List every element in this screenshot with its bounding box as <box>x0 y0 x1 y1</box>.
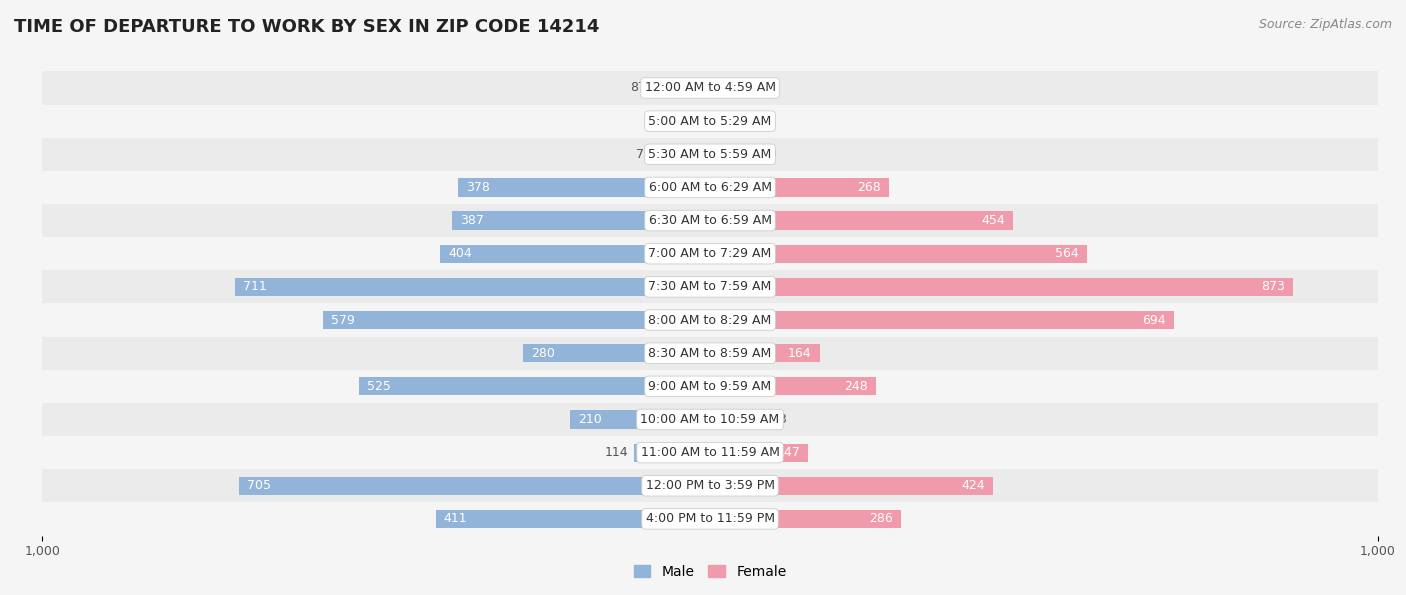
Bar <box>710 79 716 97</box>
Text: 525: 525 <box>367 380 391 393</box>
Bar <box>0 337 1406 369</box>
Text: 12:00 AM to 4:59 AM: 12:00 AM to 4:59 AM <box>644 82 776 95</box>
Text: 8:00 AM to 8:29 AM: 8:00 AM to 8:29 AM <box>648 314 772 327</box>
Bar <box>0 71 1406 105</box>
Bar <box>657 145 710 164</box>
Text: 454: 454 <box>981 214 1005 227</box>
Bar <box>693 112 710 130</box>
Text: 378: 378 <box>465 181 489 194</box>
Text: 4:00 PM to 11:59 PM: 4:00 PM to 11:59 PM <box>645 512 775 525</box>
Text: 268: 268 <box>858 181 882 194</box>
Bar <box>360 377 710 396</box>
Text: 9: 9 <box>721 82 730 95</box>
Bar <box>0 469 1406 502</box>
Bar <box>634 443 710 462</box>
Text: 411: 411 <box>443 512 467 525</box>
Text: TIME OF DEPARTURE TO WORK BY SEX IN ZIP CODE 14214: TIME OF DEPARTURE TO WORK BY SEX IN ZIP … <box>14 18 599 36</box>
Text: 873: 873 <box>1261 280 1285 293</box>
Bar <box>0 204 1406 237</box>
Bar <box>0 303 1406 337</box>
Bar <box>0 137 1406 171</box>
Text: 31: 31 <box>737 115 752 127</box>
Text: 6:30 AM to 6:59 AM: 6:30 AM to 6:59 AM <box>648 214 772 227</box>
Bar <box>710 245 1087 263</box>
Text: 83: 83 <box>770 413 787 426</box>
Bar <box>0 237 1406 270</box>
Bar <box>710 377 876 396</box>
Text: 424: 424 <box>962 480 986 492</box>
Bar <box>710 211 1014 230</box>
Bar <box>710 112 731 130</box>
Bar <box>710 477 993 495</box>
Text: 12:00 PM to 3:59 PM: 12:00 PM to 3:59 PM <box>645 480 775 492</box>
Bar <box>436 510 710 528</box>
Text: 286: 286 <box>869 512 893 525</box>
Text: 9:00 AM to 9:59 AM: 9:00 AM to 9:59 AM <box>648 380 772 393</box>
Text: 8:30 AM to 8:59 AM: 8:30 AM to 8:59 AM <box>648 347 772 359</box>
Text: 705: 705 <box>247 480 271 492</box>
Text: 7:00 AM to 7:29 AM: 7:00 AM to 7:29 AM <box>648 248 772 260</box>
Bar <box>0 171 1406 204</box>
Text: 694: 694 <box>1142 314 1166 327</box>
Bar <box>0 403 1406 436</box>
Text: 5:00 AM to 5:29 AM: 5:00 AM to 5:29 AM <box>648 115 772 127</box>
Text: 5:30 AM to 5:59 AM: 5:30 AM to 5:59 AM <box>648 148 772 161</box>
Bar <box>569 411 710 428</box>
Text: 210: 210 <box>578 413 602 426</box>
Text: 280: 280 <box>531 347 555 359</box>
Bar <box>451 211 710 230</box>
Bar <box>0 369 1406 403</box>
Bar <box>0 436 1406 469</box>
Text: 114: 114 <box>605 446 628 459</box>
Text: 579: 579 <box>332 314 356 327</box>
Text: 6:00 AM to 6:29 AM: 6:00 AM to 6:29 AM <box>648 181 772 194</box>
Text: 164: 164 <box>787 347 811 359</box>
Bar <box>710 344 820 362</box>
Text: 11:00 AM to 11:59 AM: 11:00 AM to 11:59 AM <box>641 446 779 459</box>
Bar <box>440 245 710 263</box>
Bar <box>652 79 710 97</box>
Legend: Male, Female: Male, Female <box>628 559 792 584</box>
Bar <box>323 311 710 329</box>
Bar <box>0 105 1406 137</box>
Bar <box>710 443 808 462</box>
Bar <box>239 477 710 495</box>
Bar <box>710 145 756 164</box>
Text: 10:00 AM to 10:59 AM: 10:00 AM to 10:59 AM <box>641 413 779 426</box>
Bar <box>0 502 1406 536</box>
Text: 711: 711 <box>243 280 267 293</box>
Bar <box>235 278 710 296</box>
Bar <box>710 311 1174 329</box>
Text: 69: 69 <box>762 148 778 161</box>
Bar <box>710 411 765 428</box>
Text: 564: 564 <box>1054 248 1078 260</box>
Text: 87: 87 <box>630 82 647 95</box>
Text: 404: 404 <box>449 248 472 260</box>
Bar <box>0 270 1406 303</box>
Bar <box>710 278 1294 296</box>
Text: 147: 147 <box>776 446 800 459</box>
Text: 387: 387 <box>460 214 484 227</box>
Text: Source: ZipAtlas.com: Source: ZipAtlas.com <box>1258 18 1392 31</box>
Text: 7:30 AM to 7:59 AM: 7:30 AM to 7:59 AM <box>648 280 772 293</box>
Text: 79: 79 <box>636 148 652 161</box>
Bar <box>710 178 889 196</box>
Bar <box>457 178 710 196</box>
Bar <box>523 344 710 362</box>
Text: 26: 26 <box>672 115 688 127</box>
Bar <box>710 510 901 528</box>
Text: 248: 248 <box>844 380 868 393</box>
